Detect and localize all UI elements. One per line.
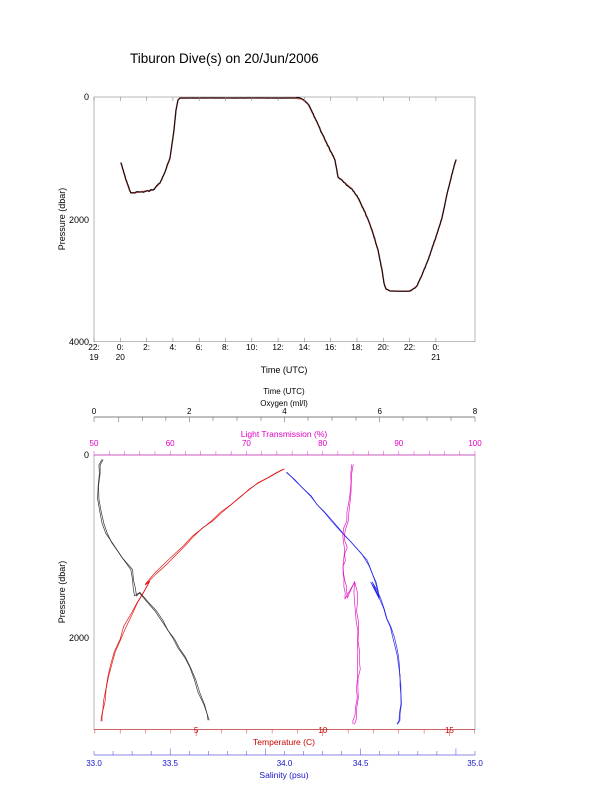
- svg-text:2000: 2000: [69, 633, 89, 643]
- svg-text:35.0: 35.0: [467, 759, 483, 768]
- svg-text:60: 60: [166, 439, 175, 448]
- svg-text:Temperature (C): Temperature (C): [253, 737, 315, 747]
- svg-text:0: 0: [92, 407, 97, 416]
- svg-text:5: 5: [194, 726, 199, 735]
- svg-text:22:: 22:: [88, 342, 100, 352]
- svg-text:4:: 4:: [169, 342, 176, 352]
- svg-text:Pressure (dbar): Pressure (dbar): [57, 188, 67, 251]
- svg-text:Time (UTC): Time (UTC): [263, 387, 305, 396]
- svg-text:6: 6: [378, 407, 383, 416]
- svg-text:14:: 14:: [299, 342, 311, 352]
- svg-text:70: 70: [242, 439, 251, 448]
- svg-text:6:: 6:: [196, 342, 203, 352]
- svg-text:8:: 8:: [222, 342, 229, 352]
- svg-text:33.0: 33.0: [86, 759, 102, 768]
- svg-text:2000: 2000: [69, 215, 89, 225]
- svg-text:10:: 10:: [246, 342, 258, 352]
- svg-text:80: 80: [318, 439, 327, 448]
- svg-text:16:: 16:: [325, 342, 337, 352]
- svg-text:20:: 20:: [378, 342, 390, 352]
- svg-text:0: 0: [84, 92, 89, 102]
- svg-text:20: 20: [116, 352, 126, 362]
- svg-text:18:: 18:: [351, 342, 363, 352]
- svg-text:15: 15: [445, 726, 454, 735]
- svg-text:Pressure (dbar): Pressure (dbar): [57, 561, 67, 624]
- svg-text:2: 2: [187, 407, 192, 416]
- svg-text:8: 8: [473, 407, 478, 416]
- svg-text:Light Transmission (%): Light Transmission (%): [241, 429, 328, 439]
- svg-text:34.0: 34.0: [277, 759, 293, 768]
- svg-text:Tiburon Dive(s) on 20/Jun/2006: Tiburon Dive(s) on 20/Jun/2006: [130, 51, 319, 66]
- svg-text:10: 10: [318, 726, 327, 735]
- svg-text:90: 90: [394, 439, 403, 448]
- svg-text:4000: 4000: [69, 337, 89, 347]
- svg-text:33.5: 33.5: [162, 759, 178, 768]
- svg-text:0:: 0:: [117, 342, 124, 352]
- svg-text:Salinity (psu): Salinity (psu): [259, 770, 308, 780]
- svg-text:2:: 2:: [143, 342, 150, 352]
- svg-text:4: 4: [282, 407, 287, 416]
- svg-text:0:: 0:: [432, 342, 439, 352]
- svg-text:Time (UTC): Time (UTC): [261, 365, 308, 375]
- svg-text:100: 100: [468, 439, 482, 448]
- svg-text:22:: 22:: [404, 342, 416, 352]
- svg-text:50: 50: [90, 439, 99, 448]
- svg-text:34.5: 34.5: [353, 759, 369, 768]
- svg-text:12:: 12:: [272, 342, 284, 352]
- svg-text:0: 0: [84, 450, 89, 460]
- svg-text:19: 19: [89, 352, 99, 362]
- svg-text:21: 21: [431, 352, 441, 362]
